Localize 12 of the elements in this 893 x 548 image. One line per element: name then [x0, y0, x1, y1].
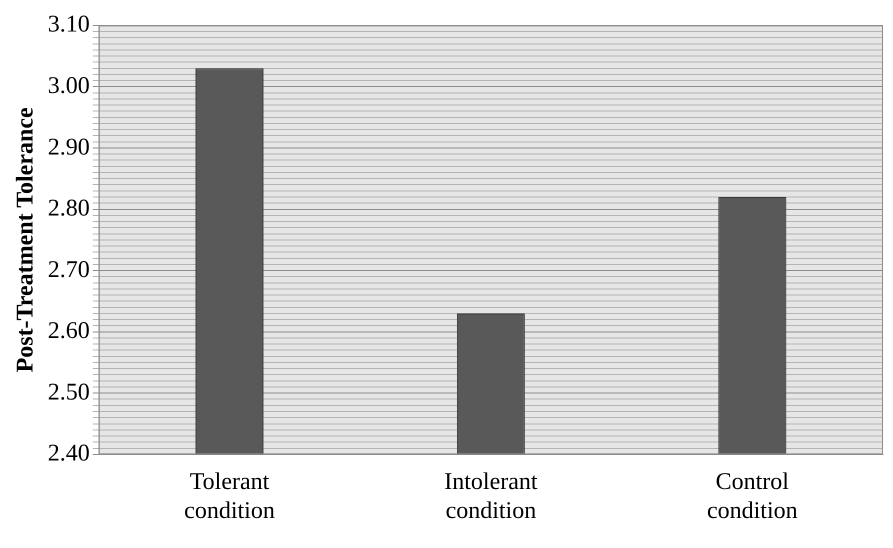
y-tick-label: 2.80 — [48, 196, 90, 222]
y-tick-label: 2.70 — [48, 256, 90, 283]
y-tick-label: 2.90 — [48, 134, 90, 160]
y-tick-label: 2.60 — [48, 318, 90, 344]
y-axis-title: Post-Treatment Tolerance — [12, 107, 39, 372]
y-tick-label: 2.40 — [48, 440, 90, 467]
y-tick-label: 3.00 — [48, 72, 90, 99]
x-tick-label: Intolerant condition — [444, 469, 538, 524]
y-tick-label: 3.10 — [48, 12, 90, 38]
x-tick-label: Tolerant condition — [184, 469, 275, 524]
y-tick-label: 2.50 — [48, 379, 90, 406]
x-tick-label: Control condition — [706, 469, 798, 524]
